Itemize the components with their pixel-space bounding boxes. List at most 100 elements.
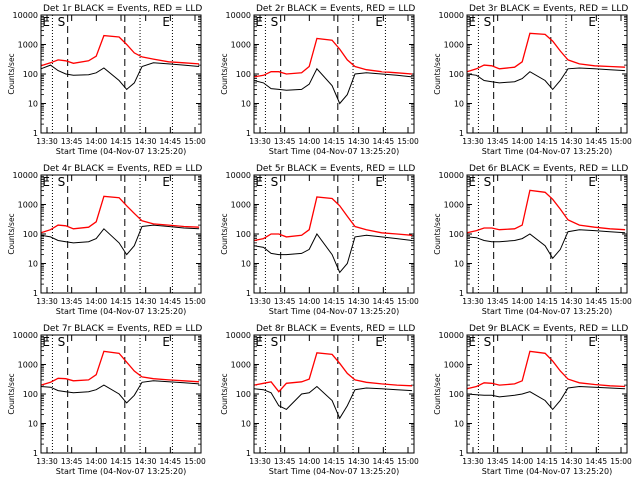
x-tick-label: 14:30 — [561, 457, 583, 466]
x-tick-label: 14:30 — [348, 297, 370, 306]
x-tick-label: 14:00 — [86, 457, 108, 466]
x-tick-label: 14:00 — [512, 137, 534, 146]
x-tick-label: 13:45 — [274, 137, 296, 146]
x-tick-label: 13:45 — [487, 457, 509, 466]
events-series-line — [466, 229, 626, 260]
events-series-line — [253, 385, 413, 420]
x-tick-label: 13:30 — [462, 457, 484, 466]
event-marker-label: E — [42, 175, 50, 189]
x-tick-label: 14:00 — [299, 457, 321, 466]
x-tick-label: 13:45 — [274, 457, 296, 466]
event-marker-label: E — [468, 175, 476, 189]
y-tick-label: 1 — [459, 289, 464, 298]
plot-frame — [40, 334, 202, 454]
panel-title: Det 5r BLACK = Events, RED = LLD — [256, 164, 415, 174]
x-tick-label: 13:30 — [249, 457, 271, 466]
plot-frame — [466, 14, 628, 134]
events-series-line — [40, 380, 200, 404]
x-tick-label: 14:45 — [160, 297, 182, 306]
plot-frame — [466, 334, 628, 454]
x-tick-label: 14:00 — [86, 137, 108, 146]
x-tick-label: 14:45 — [586, 457, 608, 466]
y-tick-label: 1 — [33, 289, 38, 298]
plot-frame — [40, 174, 202, 294]
x-tick-label: 14:00 — [512, 297, 534, 306]
panel-title: Det 4r BLACK = Events, RED = LLD — [43, 164, 202, 174]
x-tick-label: 15:00 — [610, 297, 632, 306]
y-tick-label: 1 — [246, 449, 251, 458]
x-tick-label: 15:00 — [610, 137, 632, 146]
y-tick-label: 10000 — [226, 11, 251, 20]
y-tick-label: 1000 — [18, 41, 38, 50]
panel-title: Det 2r BLACK = Events, RED = LLD — [256, 4, 415, 14]
event-marker-label: S — [58, 15, 66, 29]
x-tick-label: 14:30 — [135, 137, 157, 146]
panel-title: Det 1r BLACK = Events, RED = LLD — [43, 4, 202, 14]
y-tick-label: 100 — [23, 70, 38, 79]
event-marker-label: S — [271, 175, 279, 189]
x-tick-label: 14:30 — [348, 457, 370, 466]
y-axis-label: Counts/sec — [220, 53, 229, 94]
x-tick-label: 14:15 — [323, 457, 345, 466]
plot-frame — [466, 174, 628, 294]
event-marker-label: E — [42, 15, 50, 29]
y-axis-label: Counts/sec — [7, 373, 16, 414]
event-marker-label: E — [42, 335, 50, 349]
x-tick-label: 14:15 — [323, 297, 345, 306]
y-tick-label: 100 — [449, 70, 464, 79]
y-tick-label: 100 — [449, 230, 464, 239]
y-tick-label: 1000 — [444, 201, 464, 210]
x-tick-label: 13:30 — [462, 137, 484, 146]
y-tick-label: 10000 — [13, 11, 38, 20]
event-marker-label: E — [162, 15, 170, 29]
x-tick-label: 15:00 — [397, 297, 419, 306]
x-tick-label: 15:00 — [184, 457, 206, 466]
event-marker-label: E — [162, 335, 170, 349]
x-tick-label: 14:30 — [135, 457, 157, 466]
panel-title: Det 7r BLACK = Events, RED = LLD — [43, 324, 202, 334]
plot-frame — [253, 174, 415, 294]
x-tick-label: 15:00 — [184, 137, 206, 146]
events-series-line — [253, 67, 413, 105]
panel-title: Det 9r BLACK = Events, RED = LLD — [469, 324, 628, 334]
x-tick-label: 14:15 — [536, 137, 558, 146]
x-tick-label: 13:30 — [249, 297, 271, 306]
x-tick-label: 14:15 — [536, 457, 558, 466]
y-tick-label: 100 — [449, 390, 464, 399]
x-tick-label: 13:45 — [61, 457, 83, 466]
x-axis-label: Start Time (04-Nov-07 13:25:20) — [269, 147, 399, 156]
y-tick-label: 10000 — [439, 11, 464, 20]
y-tick-label: 10 — [241, 100, 251, 109]
event-marker-label: S — [484, 335, 492, 349]
x-tick-label: 13:30 — [249, 137, 271, 146]
x-tick-label: 14:15 — [323, 137, 345, 146]
y-axis-label: Counts/sec — [220, 213, 229, 254]
y-tick-label: 100 — [236, 230, 251, 239]
y-tick-label: 10 — [454, 100, 464, 109]
panel-title: Det 6r BLACK = Events, RED = LLD — [469, 164, 628, 174]
y-tick-label: 100 — [236, 70, 251, 79]
events-series-line — [466, 385, 626, 411]
panel-title: Det 3r BLACK = Events, RED = LLD — [469, 4, 628, 14]
y-tick-label: 10000 — [439, 171, 464, 180]
event-marker-label: S — [484, 175, 492, 189]
y-tick-label: 1 — [246, 129, 251, 138]
lld-series-line — [466, 350, 626, 390]
y-axis-label: Counts/sec — [433, 213, 442, 254]
event-marker-label: S — [271, 15, 279, 29]
x-tick-label: 14:45 — [586, 297, 608, 306]
lld-series-line — [40, 350, 200, 386]
event-marker-label: E — [255, 15, 263, 29]
x-tick-label: 13:45 — [61, 137, 83, 146]
x-tick-label: 15:00 — [397, 457, 419, 466]
y-tick-label: 100 — [23, 390, 38, 399]
y-tick-label: 10000 — [226, 331, 251, 340]
plot-frame — [253, 14, 415, 134]
x-tick-label: 14:30 — [135, 297, 157, 306]
event-marker-label: E — [255, 175, 263, 189]
y-tick-label: 10 — [454, 260, 464, 269]
y-tick-label: 1 — [33, 129, 38, 138]
y-axis-label: Counts/sec — [7, 213, 16, 254]
x-axis-label: Start Time (04-Nov-07 13:25:20) — [482, 467, 612, 476]
